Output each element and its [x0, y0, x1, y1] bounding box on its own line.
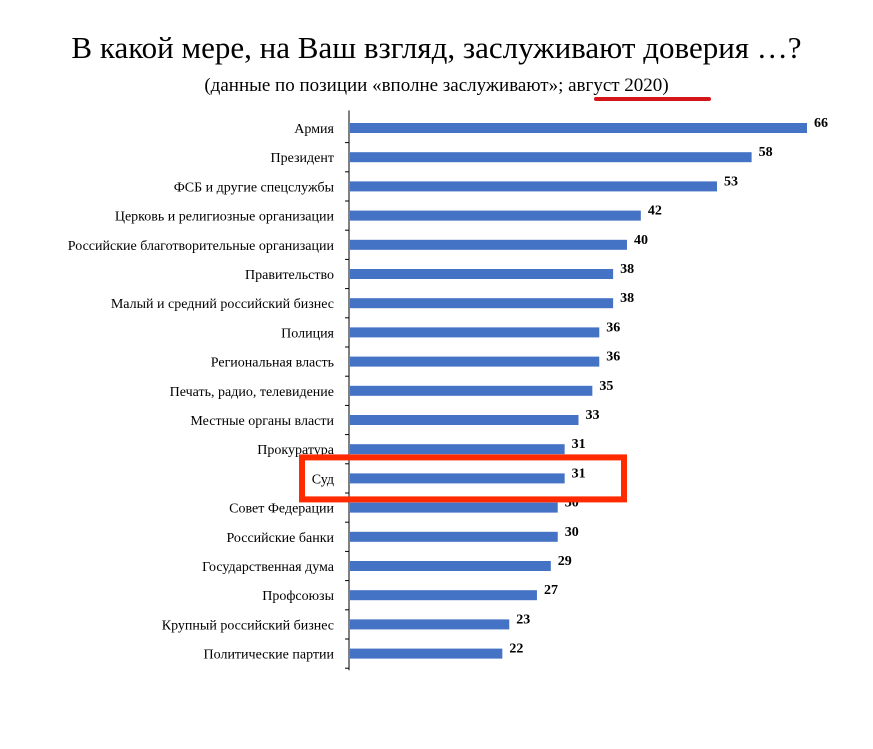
category-label: Политические партии: [204, 648, 335, 663]
data-label: 33: [586, 408, 600, 423]
category-label: Местные органы власти: [190, 414, 334, 429]
data-label: 58: [759, 145, 773, 160]
bar: [350, 648, 503, 659]
data-label: 30: [565, 525, 579, 540]
data-label: 29: [558, 554, 572, 569]
bar: [350, 239, 627, 250]
data-label: 38: [620, 262, 634, 277]
subtitle-highlight: август 2020: [568, 75, 663, 96]
category-label: Армия: [294, 122, 334, 137]
data-label: 31: [572, 466, 586, 481]
category-label: Российские банки: [226, 531, 334, 546]
bar: [350, 385, 593, 396]
highlight-frame: [299, 454, 627, 503]
bar: [350, 590, 537, 601]
bar: [350, 181, 717, 192]
bar: [350, 561, 551, 571]
category-label: ФСБ и другие спецслужбы: [174, 180, 335, 195]
data-label: 22: [509, 642, 523, 657]
chart-subtitle: (данные по позиции «вполне заслуживают»;…: [0, 74, 873, 98]
bar: [350, 444, 565, 455]
subtitle-underline: [594, 97, 711, 101]
category-label: Правительство: [245, 268, 334, 283]
category-label: Печать, радио, телевидение: [170, 385, 334, 400]
data-label: 23: [516, 612, 530, 627]
data-label: 53: [724, 174, 738, 189]
data-label: 42: [648, 204, 662, 219]
bar: [350, 152, 752, 163]
category-label: Российские благотворительные организации: [68, 239, 335, 254]
subtitle-suffix: ): [662, 75, 669, 96]
category-label: Полиция: [281, 326, 334, 341]
bar: [350, 619, 510, 630]
bar: [350, 502, 558, 513]
category-label: Совет Федерации: [229, 502, 334, 517]
chart-title: В какой мере, на Ваш взгляд, заслуживают…: [71, 30, 802, 65]
bar: [350, 269, 614, 279]
bar: [350, 298, 614, 309]
category-label: Малый и средний российский бизнес: [111, 297, 334, 312]
category-label: Региональная власть: [211, 356, 334, 371]
bar: [350, 415, 579, 425]
bar: [350, 327, 600, 338]
data-label: 36: [606, 350, 620, 365]
category-label: Президент: [271, 151, 334, 166]
data-label: 31: [572, 437, 586, 452]
category-label: Профсоюзы: [262, 589, 334, 604]
bar: [350, 123, 807, 133]
category-label: Церковь и религиозные организации: [115, 210, 335, 225]
data-label: 35: [599, 379, 613, 394]
data-label: 40: [634, 233, 648, 248]
data-label: 38: [620, 291, 634, 306]
bar: [350, 473, 565, 484]
bar: [350, 531, 558, 542]
data-label: 27: [544, 583, 558, 598]
category-label: Государственная дума: [202, 560, 335, 575]
subtitle-prefix: (данные по позиции «вполне заслуживают»;: [204, 75, 569, 96]
category-label: Крупный российский бизнес: [162, 618, 334, 633]
data-label: 66: [814, 116, 828, 131]
bar: [350, 210, 641, 221]
category-label: Суд: [312, 472, 334, 487]
data-label: 36: [606, 320, 620, 335]
bar: [350, 356, 600, 367]
